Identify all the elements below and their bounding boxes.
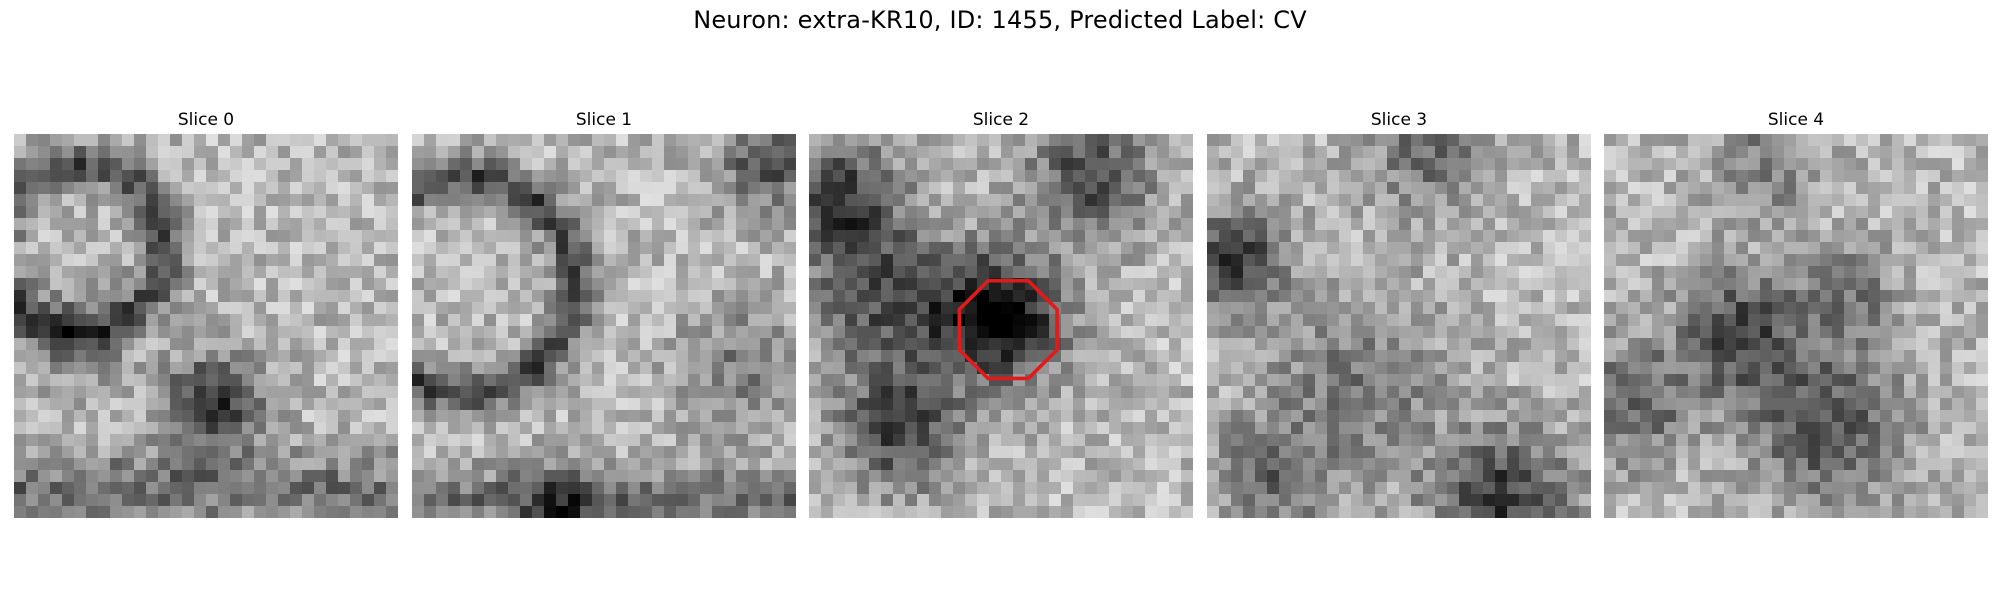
slice-title: Slice 2: [972, 110, 1030, 130]
slice-title: Slice 1: [575, 110, 633, 130]
slice-title: Slice 0: [177, 110, 235, 130]
slice-image: [412, 134, 796, 518]
slice-panel-2: Slice 2: [809, 108, 1193, 518]
slice-panel-0: Slice 0: [14, 108, 398, 518]
slice-image: [14, 134, 398, 518]
detection-marker: [957, 278, 1059, 381]
slice-panel-1: Slice 1: [412, 108, 796, 518]
figure-title: Neuron: extra-KR10, ID: 1455, Predicted …: [693, 6, 1307, 34]
slice-image: [1604, 134, 1988, 518]
slice-panel-4: Slice 4: [1604, 108, 1988, 518]
slice-image: [1207, 134, 1591, 518]
slice-title: Slice 4: [1767, 110, 1825, 130]
slice-title: Slice 3: [1370, 110, 1428, 130]
slice-panel-3: Slice 3: [1207, 108, 1591, 518]
slice-image: [809, 134, 1193, 518]
